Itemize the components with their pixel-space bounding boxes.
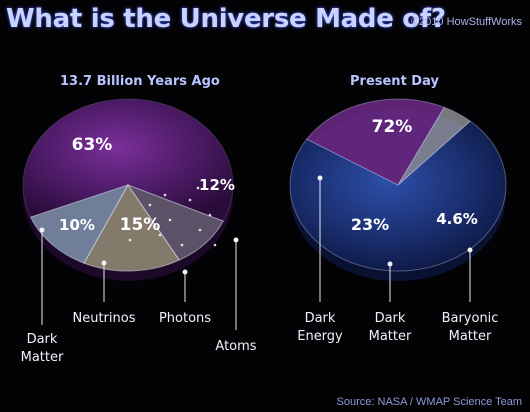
photon-sparkle — [213, 243, 217, 247]
photon-sparkle — [180, 243, 184, 247]
leader-past-dark-matter-dot — [39, 227, 45, 233]
photon-sparkle — [168, 218, 172, 222]
label-present-baryonic-line2: Matter — [449, 329, 492, 344]
photon-sparkle — [148, 203, 152, 207]
chart-title-past: 13.7 Billion Years Ago — [60, 74, 220, 89]
label-past-atoms: Atoms — [215, 339, 256, 354]
label-present-dark-matter-line1: Dark — [375, 311, 406, 326]
photon-sparkle — [163, 193, 167, 197]
leader-present-baryonic-dot — [467, 247, 473, 253]
copyright-credit: ©2010 HowStuffWorks — [410, 16, 522, 28]
photon-sparkle — [158, 233, 162, 237]
leader-present-dark-energy-dot — [317, 175, 323, 181]
photon-sparkle — [138, 223, 142, 227]
pie-present-slice-dark-energy — [289, 120, 507, 272]
photon-sparkle — [196, 186, 200, 190]
leader-present-dark-matter-dot — [387, 261, 393, 267]
label-present-baryonic-line1: Baryonic — [442, 311, 499, 326]
label-past-dark-matter-line2: Matter — [21, 350, 64, 365]
photon-sparkle — [208, 213, 212, 217]
label-present-dark-energy-pct: 72% — [372, 117, 413, 137]
source-note: Source: NASA / WMAP Science Team — [336, 396, 522, 408]
pie-present-slice-dark-matter — [305, 98, 446, 186]
label-past-photons-pct: 15% — [120, 215, 161, 235]
label-present-dark-energy-line1: Dark — [305, 311, 336, 326]
pie-past-slice-photons — [83, 184, 180, 272]
pie-past-slice-dark-matter — [22, 98, 234, 222]
label-past-dark-matter-line1: Dark — [27, 332, 58, 347]
label-past-neutrinos: Neutrinos — [73, 311, 136, 326]
label-past-atoms-pct: 12% — [199, 176, 235, 194]
label-present-dark-energy-line2: Energy — [297, 329, 343, 344]
leader-past-neutrinos-dot — [101, 260, 107, 266]
label-present-dark-matter-line2: Matter — [369, 329, 412, 344]
photon-sparkle — [128, 238, 132, 242]
label-present-baryonic-pct: 4.6% — [436, 210, 478, 228]
leader-past-photons-dot — [182, 269, 188, 275]
photon-sparkle — [188, 198, 192, 202]
leader-past-atoms-dot — [233, 237, 239, 243]
pie-present-slice-baryonic-matter — [397, 106, 472, 186]
pie-past-slice-atoms — [29, 184, 130, 264]
chart-title-present: Present Day — [350, 74, 439, 89]
label-present-dark-matter-pct: 23% — [351, 215, 389, 234]
page-title: What is the Universe Made of? — [6, 4, 446, 34]
label-past-neutrinos-pct: 10% — [59, 216, 95, 234]
photon-sparkle — [198, 228, 202, 232]
label-past-dark-matter-pct: 63% — [72, 135, 113, 155]
label-past-photons: Photons — [159, 311, 211, 326]
